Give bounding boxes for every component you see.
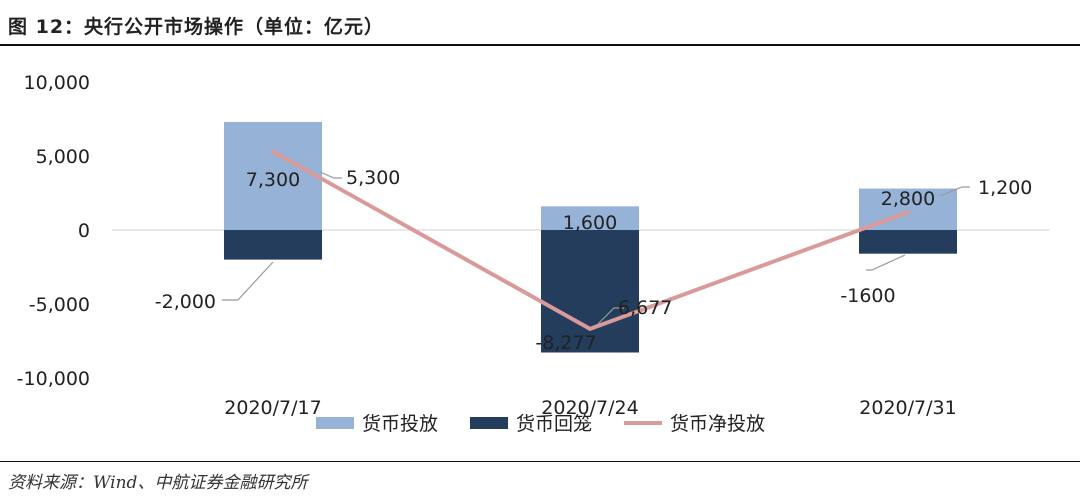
x-tick-label: 2020/7/17 bbox=[224, 397, 321, 419]
data-label-net: 5,300 bbox=[346, 167, 400, 189]
source-note: 资料来源：Wind、中航证券金融研究所 bbox=[8, 473, 308, 493]
y-tick-label: -5,000 bbox=[29, 294, 90, 316]
data-label-net: 6,677 bbox=[618, 297, 672, 319]
legend-swatch-injection bbox=[316, 417, 354, 429]
legend-label-withdrawal: 货币回笼 bbox=[516, 413, 592, 435]
data-label-withdrawal: -8,277 bbox=[535, 332, 596, 354]
data-label-net: 1,200 bbox=[978, 177, 1032, 199]
data-label-withdrawal: -1600 bbox=[840, 285, 895, 307]
legend-swatch-withdrawal bbox=[470, 417, 508, 429]
x-tick-label: 2020/7/31 bbox=[859, 397, 956, 419]
leader-line bbox=[319, 171, 342, 179]
y-tick-label: 0 bbox=[78, 220, 90, 242]
net-injection-line bbox=[271, 149, 910, 331]
bar-withdrawal bbox=[541, 230, 639, 353]
source-rule bbox=[0, 461, 1080, 462]
bar-injection bbox=[541, 206, 639, 230]
leader-line bbox=[939, 186, 970, 197]
y-tick-label: 5,000 bbox=[36, 146, 90, 168]
bar-withdrawal bbox=[859, 230, 957, 254]
leader-line bbox=[866, 254, 906, 271]
data-label-withdrawal: -2,000 bbox=[155, 291, 216, 313]
chart: 10,000 5,000 0 -5,000 -10,000 7,300 1,600 2,80… bbox=[17, 72, 1050, 435]
leader-line bbox=[222, 261, 274, 301]
leader-line bbox=[593, 307, 624, 329]
bar-withdrawal bbox=[224, 230, 322, 260]
y-tick-label: 10,000 bbox=[24, 72, 90, 94]
figure-title: 图 12：央行公开市场操作（单位：亿元） bbox=[8, 16, 385, 38]
bar-injection bbox=[224, 121, 322, 230]
legend-label-injection: 货币投放 bbox=[362, 413, 438, 435]
data-label-injection: 7,300 bbox=[246, 169, 300, 191]
title-rule bbox=[0, 44, 1080, 46]
y-tick-label: -10,000 bbox=[17, 368, 90, 390]
data-label-injection: 1,600 bbox=[563, 212, 617, 234]
legend-label-net: 货币净投放 bbox=[670, 413, 765, 435]
data-label-injection: 2,800 bbox=[881, 188, 935, 210]
x-tick-label: 2020/7/24 bbox=[541, 397, 638, 419]
